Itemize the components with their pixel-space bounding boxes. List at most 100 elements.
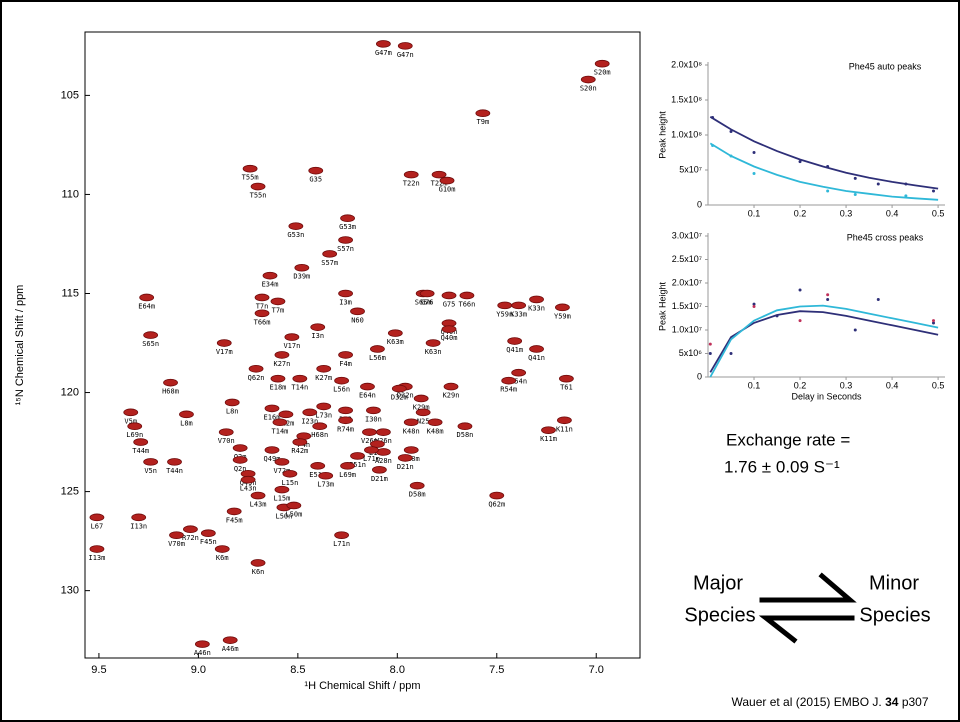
peak bbox=[226, 507, 242, 516]
y-axis-label: Peak height bbox=[657, 111, 667, 159]
peak bbox=[370, 440, 385, 448]
peak-label: N25 bbox=[417, 417, 430, 425]
peak bbox=[350, 452, 365, 460]
data-point bbox=[729, 130, 733, 133]
data-point bbox=[904, 194, 908, 198]
peak-label: G76 bbox=[421, 298, 434, 306]
peak bbox=[425, 339, 441, 347]
peak bbox=[169, 531, 184, 539]
x-axis-label: ¹H Chemical Shift / ppm bbox=[304, 680, 420, 692]
peak-label: I30n bbox=[365, 415, 382, 423]
peak bbox=[292, 374, 308, 383]
peak-label: K29n bbox=[443, 392, 460, 400]
peak-label: D58m bbox=[409, 491, 426, 499]
data-point bbox=[826, 293, 830, 297]
peak bbox=[272, 418, 288, 427]
y-tick-label: 2.0x10⁸ bbox=[671, 59, 702, 69]
y-tick-label: 2.0x10⁷ bbox=[672, 277, 702, 287]
peak-label: K33n bbox=[528, 304, 545, 312]
peak bbox=[360, 382, 375, 391]
minor-label: Species bbox=[859, 604, 930, 626]
peak-label: L67 bbox=[91, 522, 104, 530]
peak-label: D21n bbox=[397, 463, 414, 471]
peak-label: K29m bbox=[413, 403, 430, 411]
x-tick-label: 0.5 bbox=[932, 380, 945, 390]
reverse-arrow bbox=[758, 615, 855, 644]
peak bbox=[310, 462, 326, 470]
peak bbox=[240, 475, 256, 484]
peak bbox=[143, 458, 159, 466]
y-tick-label: 3.0x10⁷ bbox=[672, 230, 702, 240]
peak-label: K11m bbox=[540, 435, 557, 443]
x-tick-label: 8.0 bbox=[390, 664, 405, 676]
data-point bbox=[775, 314, 779, 318]
peak-label: V5m bbox=[124, 417, 137, 425]
peak-label: A46n bbox=[194, 649, 211, 657]
peak-label: Q49m bbox=[264, 455, 281, 463]
data-point bbox=[708, 342, 712, 346]
peak-label: S57m bbox=[321, 259, 338, 267]
peak bbox=[338, 351, 353, 359]
peak bbox=[250, 182, 266, 191]
peak-label: K33m bbox=[510, 310, 527, 318]
peak-label: F45n bbox=[200, 538, 217, 546]
y-tick-label: 110 bbox=[61, 188, 79, 200]
peak-label: E34m bbox=[262, 281, 279, 289]
peak-label: T22n bbox=[403, 180, 420, 188]
peak bbox=[200, 529, 216, 537]
peak-label: L71m bbox=[363, 455, 380, 463]
peak bbox=[288, 222, 304, 230]
y-tick-label: 1.0x10⁷ bbox=[672, 324, 702, 334]
data-point bbox=[853, 328, 857, 332]
peak-label: A46m bbox=[222, 645, 239, 653]
peak bbox=[163, 378, 178, 387]
peak-label: Q41m bbox=[506, 346, 523, 354]
peak bbox=[340, 214, 355, 223]
peak bbox=[294, 263, 310, 272]
peak-label: I13n bbox=[130, 522, 147, 530]
y-tick-label: 1.5x10⁸ bbox=[671, 94, 702, 104]
peak-label: N60 bbox=[351, 316, 364, 324]
peak-label: L43n bbox=[240, 485, 257, 493]
peak-label: H68n bbox=[311, 431, 328, 439]
data-point bbox=[853, 193, 857, 196]
x-tick-label: 9.0 bbox=[191, 664, 206, 676]
forward-arrow bbox=[759, 572, 857, 603]
peak-label: E64n bbox=[359, 392, 376, 400]
peak-label: L56n bbox=[333, 386, 350, 394]
peak-label: Y59m bbox=[554, 312, 571, 320]
peak bbox=[224, 398, 240, 407]
y-tick-label: 2.5x10⁷ bbox=[672, 254, 702, 264]
citation: Wauer et al (2015) EMBO J. 34 p307 bbox=[731, 695, 928, 709]
peak-label: K27n bbox=[274, 360, 291, 368]
peak bbox=[278, 410, 294, 419]
peak-label: G53m bbox=[339, 223, 356, 231]
peak-label: L15m bbox=[274, 495, 291, 503]
peak bbox=[489, 491, 505, 500]
peak bbox=[511, 301, 527, 310]
x-tick-label: 8.5 bbox=[290, 664, 305, 676]
y-tick-label: 105 bbox=[61, 89, 79, 101]
peak bbox=[541, 426, 556, 434]
peak bbox=[511, 368, 527, 377]
peak-label: L56m bbox=[369, 354, 386, 362]
peak bbox=[254, 309, 270, 318]
peak bbox=[250, 559, 266, 567]
y-tick-label: 125 bbox=[61, 486, 79, 498]
data-point bbox=[752, 302, 756, 306]
peak bbox=[214, 545, 230, 553]
peak bbox=[366, 406, 381, 415]
peak bbox=[558, 374, 574, 383]
peak bbox=[397, 42, 413, 50]
peak-label: E18m bbox=[270, 384, 287, 392]
peak-label: I3m bbox=[339, 298, 352, 306]
x-tick-label: 0.2 bbox=[794, 208, 807, 218]
peak-label: T22m bbox=[431, 180, 448, 188]
peak-label: T55n bbox=[250, 192, 267, 200]
peak bbox=[364, 446, 379, 454]
peak bbox=[370, 345, 385, 353]
x-tick-label: 0.1 bbox=[748, 380, 761, 390]
peak-label: Q62n bbox=[248, 374, 265, 382]
peak-label: G75 bbox=[443, 300, 456, 308]
peak-label: T44m bbox=[132, 447, 149, 455]
